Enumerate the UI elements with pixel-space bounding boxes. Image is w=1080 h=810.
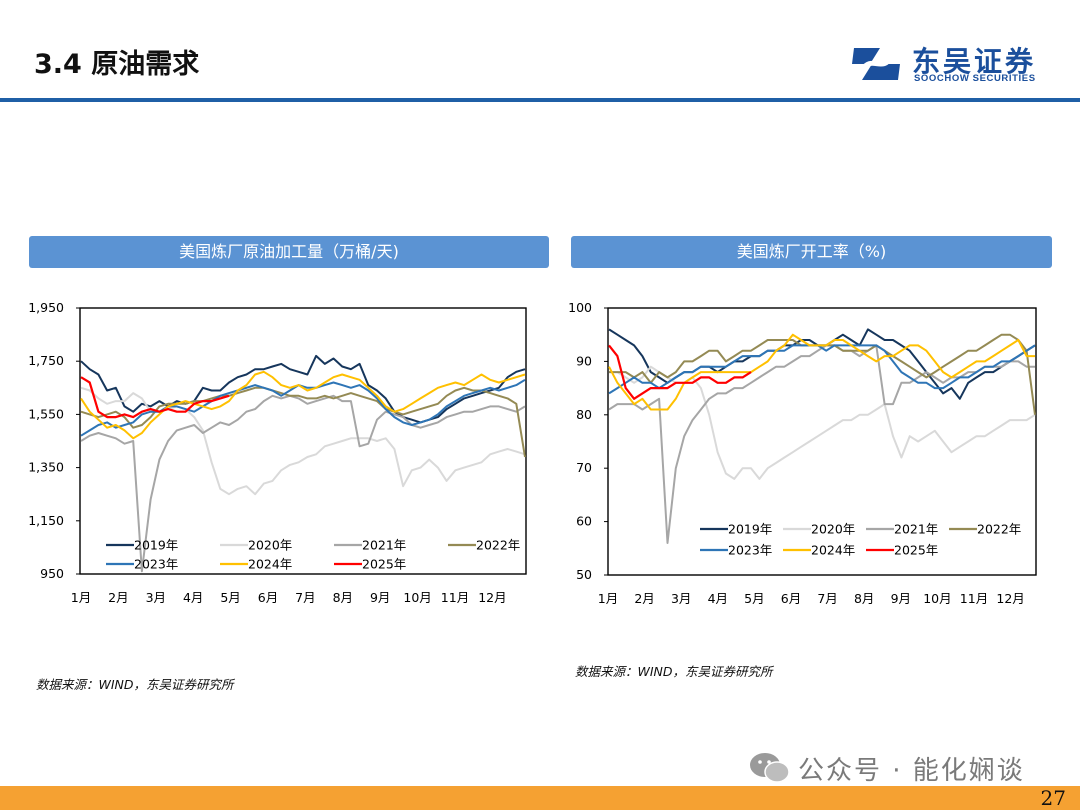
y-tick-label: 60 [576,514,592,529]
y-tick-label: 950 [40,566,64,581]
footer-bar [0,786,1080,810]
x-tick-label: 8月 [333,590,353,605]
x-tick-label: 3月 [146,590,166,605]
right-chart-title: 美国炼厂开工率（%) [571,236,1052,268]
x-tick-label: 10月 [403,590,431,605]
legend-label: 2020年 [811,522,855,537]
x-tick-label: 2月 [108,590,128,605]
x-tick-label: 12月 [996,591,1024,606]
series-line-2025- [608,344,752,400]
y-tick-label: 1,350 [28,460,64,475]
legend-label: 2022年 [476,538,520,553]
legend-label: 2022年 [977,522,1021,537]
x-tick-label: 5月 [744,591,764,606]
x-tick-label: 4月 [708,591,728,606]
x-tick-label: 2月 [634,591,654,606]
watermark-text: 公众号 · 能化娴谈 [798,756,1025,786]
x-tick-label: 10月 [923,591,951,606]
y-tick-label: 70 [576,460,592,475]
refinery-utilization-chart: 100 90 80 70 60 50 1月 2月 3月 4月 5月 6月 7月 8月 9月 10月 11月 12月… [568,300,1037,606]
x-tick-label: 6月 [258,590,278,605]
y-tick-label: 90 [576,353,592,368]
y-tick-label: 100 [568,300,592,315]
x-tick-label: 9月 [891,591,911,606]
series-line-2023- [608,344,1036,395]
y-tick-label: 80 [576,407,592,422]
x-tick-label: 6月 [781,591,801,606]
legend-label: 2024年 [248,557,292,572]
y-tick-label: 1,550 [28,406,64,421]
series-line-2024- [80,370,526,440]
x-tick-label: 1月 [598,591,618,606]
series-line-2023- [80,378,526,437]
x-tick-label: 9月 [370,590,390,605]
y-tick-label: 1,750 [28,353,64,368]
header-divider [0,98,1080,102]
y-tick-label: 1,950 [28,300,64,315]
right-data-source: 数据来源：WIND，东吴证券研究所 [575,664,773,679]
legend-label: 2020年 [248,538,292,553]
soochow-logo-icon [852,48,900,80]
x-tick-label: 1月 [71,590,91,605]
x-tick-label: 7月 [295,590,315,605]
refinery-throughput-chart: 1,950 1,750 1,550 1,350 1,150 950 1月 2月 3月 4月 5月 6月… [28,300,527,605]
legend-label: 2023年 [134,557,178,572]
y-tick-label: 1,150 [28,513,64,528]
left-chart-title: 美国炼厂原油加工量（万桶/天) [29,236,549,268]
series-line-2021- [80,394,526,573]
y-tick-label: 50 [576,567,592,582]
x-tick-label: 5月 [220,590,240,605]
x-tick-label: 11月 [441,590,469,605]
wechat-icon [750,753,790,783]
left-data-source: 数据来源：WIND，东吴证券研究所 [36,677,234,692]
x-tick-label: 12月 [478,590,506,605]
company-logo: 东吴证券 SOOCHOW SECURITIES [848,42,1058,86]
watermark: 公众号 · 能化娴谈 [748,748,1058,788]
x-tick-label: 3月 [671,591,691,606]
series-line-2019- [80,354,526,424]
legend-label: 2023年 [728,543,772,558]
legend-label: 2021年 [894,522,938,537]
plot-frame [79,307,527,575]
page-title: 3.4 原油需求 [34,49,200,80]
legend-label: 2019年 [134,538,178,553]
x-tick-label: 8月 [854,591,874,606]
legend-label: 2025年 [362,557,406,572]
x-tick-label: 11月 [960,591,988,606]
series-line-2024- [608,333,1035,411]
legend-label: 2025年 [894,543,938,558]
series-line-2025- [80,376,230,419]
legend-label: 2019年 [728,522,772,537]
logo-chinese-name: 东吴证券 [912,45,1037,78]
legend-label: 2024年 [811,543,855,558]
x-tick-label: 7月 [817,591,837,606]
x-tick-label: 4月 [183,590,203,605]
legend-label: 2021年 [362,538,406,553]
logo-english-name: SOOCHOW SECURITIES [914,73,1036,84]
page-number: 27 [1040,786,1066,810]
